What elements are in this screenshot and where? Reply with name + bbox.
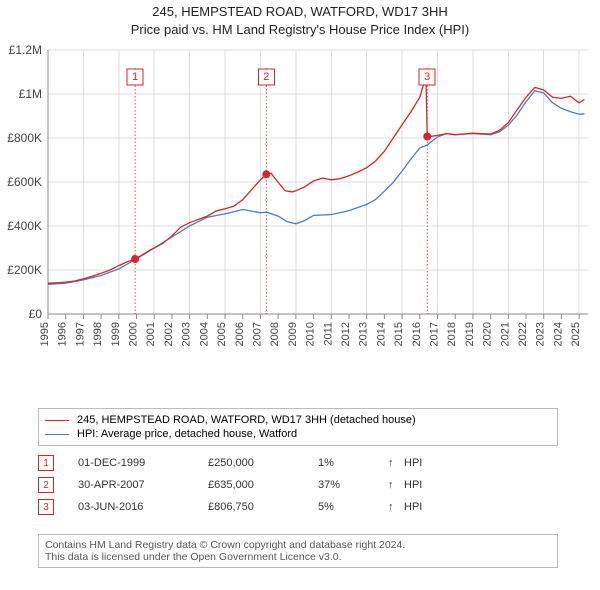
transaction-row: 2 30-APR-2007£635,00037%↑HPI [38, 474, 558, 496]
svg-text:2: 2 [263, 71, 269, 83]
credits-line: This data is licensed under the Open Gov… [45, 551, 551, 563]
price-chart: £0 £200K £400K £600K £800K £1M £1.2M 1995 1996 19… [0, 42, 600, 377]
svg-text:2018: 2018 [446, 322, 458, 346]
svg-text:2008: 2008 [269, 322, 281, 346]
svg-text:2023: 2023 [535, 322, 547, 346]
svg-text:2005: 2005 [216, 322, 228, 346]
transaction-diff: 37% [318, 479, 388, 491]
chart-title: 245, HEMPSTEAD ROAD, WATFORD, WD17 3HH [0, 4, 600, 19]
svg-text:1: 1 [132, 71, 138, 83]
svg-text:1998: 1998 [92, 322, 104, 346]
legend-label: HPI: Average price, detached house, Watf… [77, 427, 297, 441]
transaction-marker-box: 1 [38, 455, 54, 471]
transaction-hpi-label: HPI [404, 479, 422, 491]
svg-text:2009: 2009 [287, 322, 299, 346]
legend-label: 245, HEMPSTEAD ROAD, WATFORD, WD17 3HH (… [77, 413, 416, 427]
svg-text:1996: 1996 [57, 322, 69, 346]
svg-text:2012: 2012 [340, 322, 352, 346]
svg-text:2006: 2006 [234, 322, 246, 346]
legend-item: HPI: Average price, detached house, Watf… [45, 427, 551, 441]
transaction-price: £806,750 [208, 501, 318, 513]
svg-text:2017: 2017 [429, 322, 441, 346]
svg-text:2010: 2010 [305, 322, 317, 346]
svg-text:1995: 1995 [39, 322, 51, 346]
svg-text:£600K: £600K [7, 175, 42, 189]
svg-text:1999: 1999 [110, 322, 122, 346]
transaction-diff: 5% [318, 501, 388, 513]
transaction-table: 101-DEC-1999£250,0001%↑HPI230-APR-2007£6… [38, 452, 558, 518]
transaction-price: £635,000 [208, 479, 318, 491]
arrow-up-icon: ↑ [388, 479, 404, 491]
legend-box: 245, HEMPSTEAD ROAD, WATFORD, WD17 3HH (… [38, 408, 558, 446]
legend-swatch [45, 434, 69, 435]
svg-text:1997: 1997 [74, 322, 86, 346]
transaction-row: 3 03-JUN-2016£806,7505%↑HPI [38, 496, 558, 518]
svg-text:2001: 2001 [145, 322, 157, 346]
svg-text:2025: 2025 [570, 322, 582, 346]
transaction-hpi-label: HPI [404, 501, 422, 513]
svg-text:2003: 2003 [181, 322, 193, 346]
legend-swatch [45, 420, 69, 421]
transaction-row: 1 01-DEC-1999£250,0001%↑HPI [38, 452, 558, 474]
svg-text:3: 3 [424, 71, 430, 83]
svg-text:2014: 2014 [375, 322, 387, 346]
series-line [48, 91, 585, 285]
svg-text:2007: 2007 [251, 322, 263, 346]
svg-text:£1M: £1M [19, 87, 42, 101]
svg-text:2015: 2015 [393, 322, 405, 346]
credits-box: Contains HM Land Registry data © Crown c… [38, 534, 558, 568]
svg-text:2020: 2020 [482, 322, 494, 346]
transaction-date: 01-DEC-1999 [78, 457, 208, 469]
svg-text:2002: 2002 [163, 322, 175, 346]
svg-text:2024: 2024 [552, 322, 564, 346]
transaction-hpi-label: HPI [404, 457, 422, 469]
chart-subtitle: Price paid vs. HM Land Registry's House … [0, 22, 600, 37]
svg-text:£400K: £400K [7, 219, 42, 233]
transaction-price: £250,000 [208, 457, 318, 469]
svg-text:2011: 2011 [322, 322, 334, 346]
svg-text:2016: 2016 [411, 322, 423, 346]
transaction-date: 03-JUN-2016 [78, 501, 208, 513]
svg-text:£1.2M: £1.2M [9, 43, 42, 57]
svg-text:2022: 2022 [517, 322, 529, 346]
svg-text:2004: 2004 [198, 322, 210, 346]
svg-text:2000: 2000 [128, 322, 140, 346]
svg-text:2021: 2021 [499, 322, 511, 346]
series-line [48, 79, 585, 284]
svg-text:£0: £0 [29, 307, 43, 321]
svg-text:2013: 2013 [358, 322, 370, 346]
transaction-date: 30-APR-2007 [78, 479, 208, 491]
arrow-up-icon: ↑ [388, 501, 404, 513]
transaction-marker-box: 3 [38, 499, 54, 515]
transaction-diff: 1% [318, 457, 388, 469]
svg-text:£800K: £800K [7, 131, 42, 145]
arrow-up-icon: ↑ [388, 457, 404, 469]
svg-text:£200K: £200K [7, 263, 42, 277]
svg-text:2019: 2019 [464, 322, 476, 346]
legend-item: 245, HEMPSTEAD ROAD, WATFORD, WD17 3HH (… [45, 413, 551, 427]
transaction-marker-box: 2 [38, 477, 54, 493]
credits-line: Contains HM Land Registry data © Crown c… [45, 539, 551, 551]
